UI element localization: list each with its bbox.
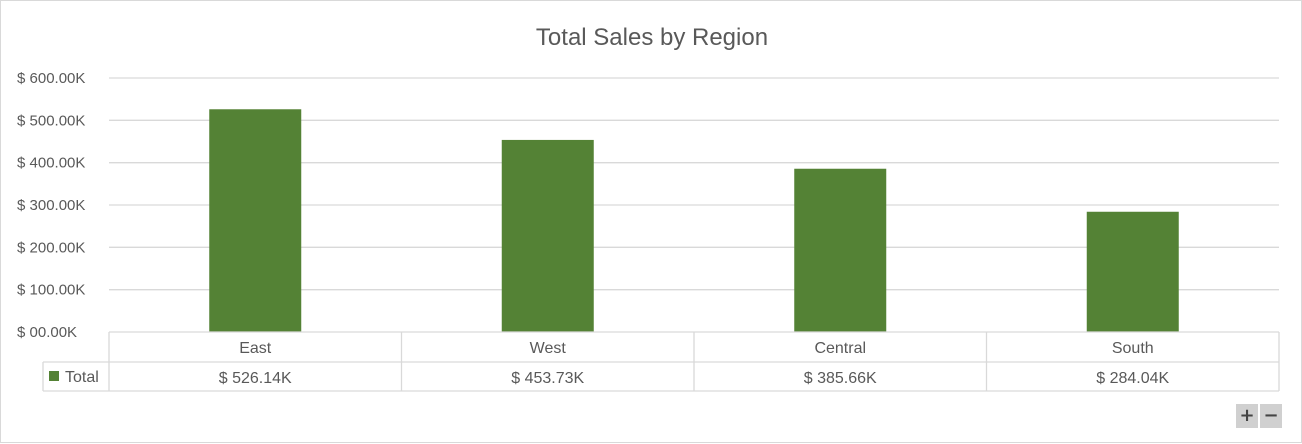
chart-title: Total Sales by Region (536, 24, 768, 51)
bar-west (501, 139, 594, 332)
bar-east (209, 109, 302, 333)
value-label: $ 284.04K (1096, 370, 1169, 387)
y-tick-label: $ 300.00K (17, 197, 85, 214)
value-label: $ 453.73K (511, 370, 584, 387)
y-tick-label: $ 400.00K (17, 155, 85, 172)
y-tick-label: $ 500.00K (17, 112, 85, 129)
category-label: East (239, 340, 272, 357)
zoom-out-button[interactable]: − (1260, 404, 1282, 428)
bar-south (1086, 211, 1179, 332)
y-tick-label: $ 200.00K (17, 239, 85, 256)
zoom-in-button[interactable]: + (1236, 404, 1258, 428)
legend-label: Total (65, 369, 99, 386)
category-label: West (530, 340, 567, 357)
value-label: $ 385.66K (804, 370, 877, 387)
y-tick-label: $ 100.00K (17, 282, 85, 299)
y-tick-label: $ 600.00K (17, 70, 85, 87)
y-tick-label: $ 00.00K (17, 324, 77, 341)
bar-central (794, 168, 887, 332)
category-label: Central (814, 340, 866, 357)
category-label: South (1112, 340, 1154, 357)
legend-key (49, 371, 59, 381)
value-label: $ 526.14K (219, 370, 292, 387)
